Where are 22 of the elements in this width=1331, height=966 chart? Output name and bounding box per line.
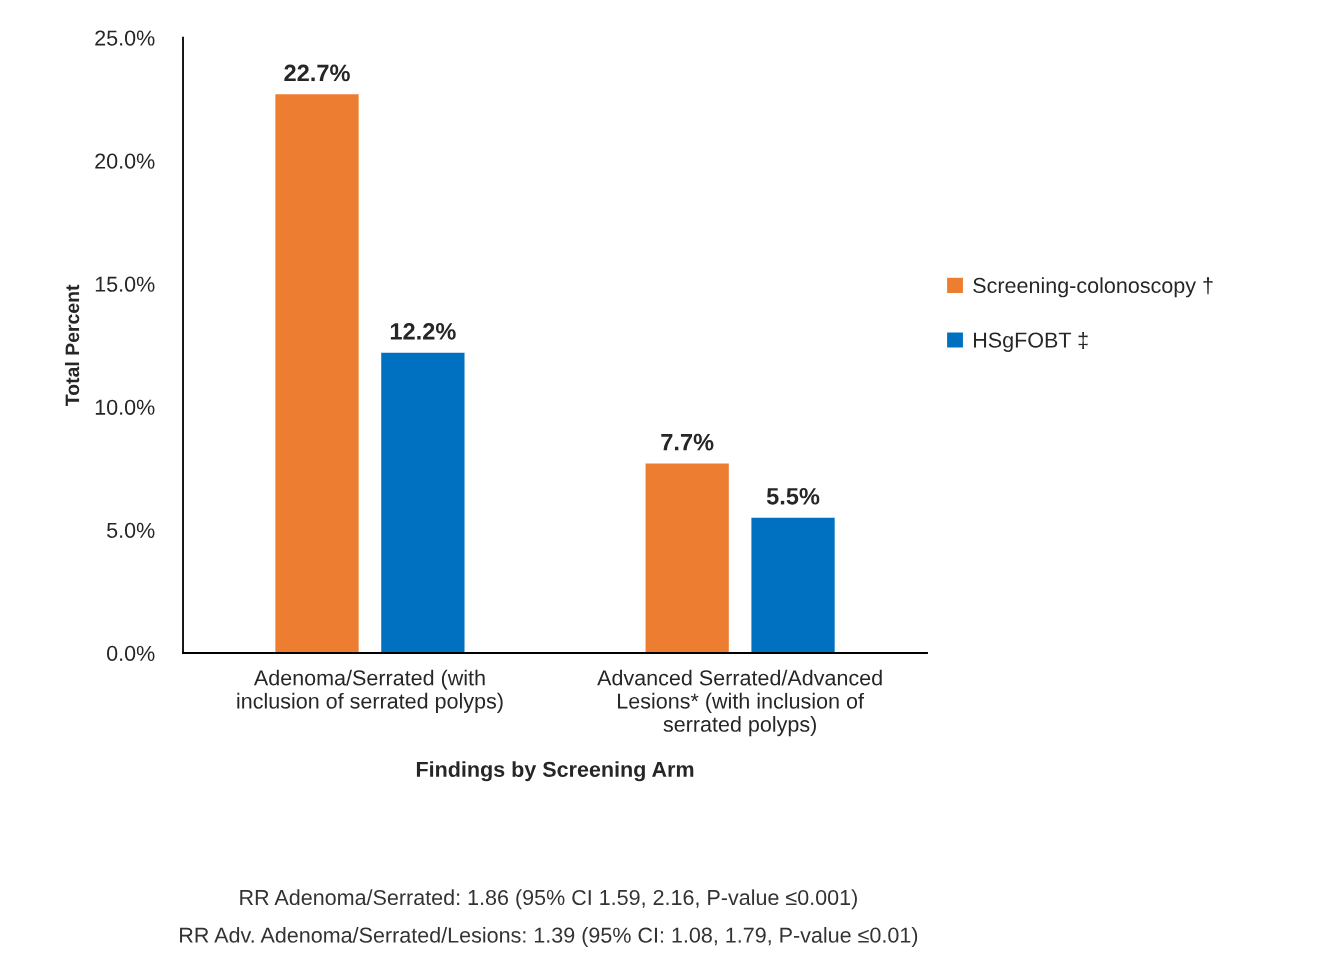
- legend-label: Screening-colonoscopy †: [973, 277, 1213, 298]
- y-axis-title: Total Percent: [64, 284, 80, 406]
- bar: [645, 463, 729, 654]
- y-tick-label: 10.0%: [95, 399, 155, 415]
- x-axis-title: Findings by Screening Arm: [416, 761, 694, 782]
- data-label: 7.7%: [661, 433, 714, 451]
- bar: [381, 352, 465, 654]
- bar: [275, 94, 359, 654]
- x-tick-label: Adenoma/Serrated (with inclusion of serrated polyps): [237, 669, 503, 713]
- y-tick-label: 15.0%: [95, 276, 155, 292]
- x-tick-label: Advanced Serrated/Advanced Lesions* (with inclusion of serrated polyps): [597, 669, 882, 737]
- text: RR Adenoma/Serrated: 1.86 (95% CI 1.59, 2.16, P-value ≤0.001): [240, 889, 857, 910]
- bar: [751, 517, 835, 654]
- data-label: 5.5%: [766, 487, 820, 505]
- legend-label: HSgFOBT ‡: [974, 331, 1088, 352]
- y-tick-label: 5.0%: [107, 522, 155, 538]
- y-tick-label: 0.0%: [107, 645, 155, 662]
- data-label: 22.7%: [284, 64, 350, 82]
- text: RR Adv. Adenoma/Serrated/Lesions: 1.39 (95% CI: 1.08, 1.79, P-value ≤0.01): [180, 926, 918, 948]
- data-label: 12.2%: [390, 323, 456, 340]
- y-tick-label: 20.0%: [95, 153, 155, 169]
- y-tick-label: 25.0%: [95, 30, 155, 46]
